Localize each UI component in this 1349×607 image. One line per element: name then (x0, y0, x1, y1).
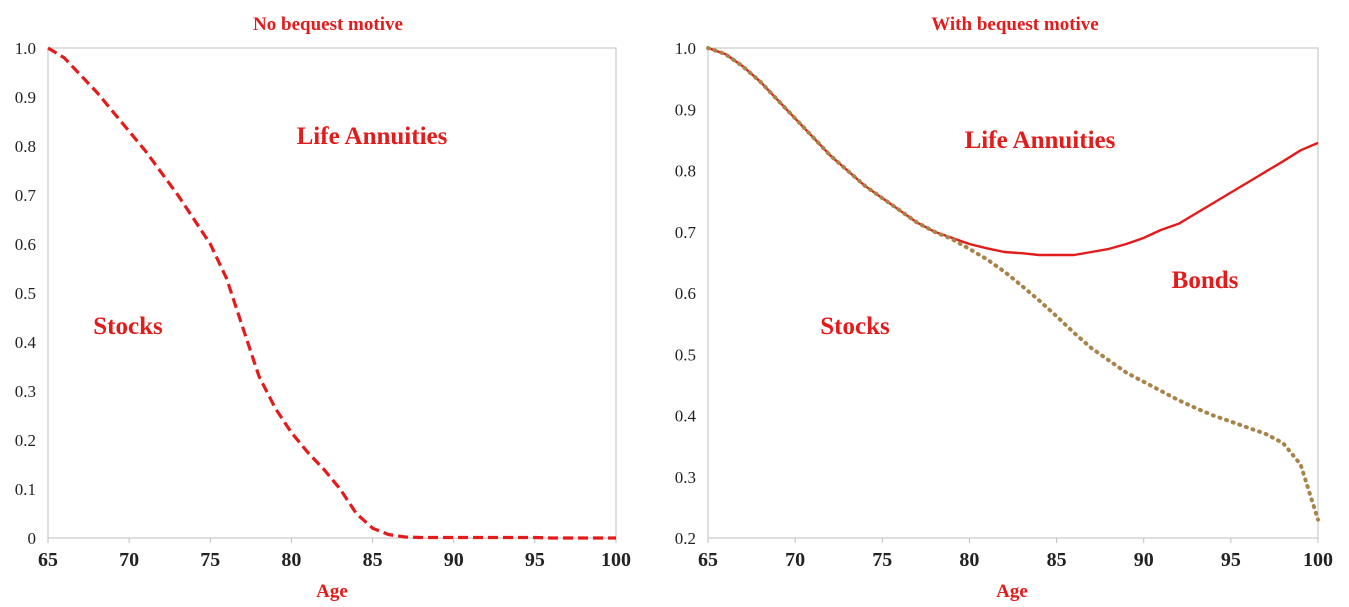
series-layer (47, 46, 616, 540)
y-tick-label: 0.6 (15, 235, 36, 254)
region-label-life-annuities: Life Annuities (297, 123, 448, 150)
x-axis-label: Age (996, 581, 1028, 602)
y-tick-label: 0.8 (15, 137, 36, 156)
region-label-stocks: Stocks (93, 313, 163, 340)
y-tick-label: 0.2 (15, 431, 36, 450)
y-tick-label: 0.1 (15, 480, 36, 499)
series-layer (706, 46, 1320, 522)
y-tick-label: 0.7 (675, 223, 697, 242)
y-tick-label: 1.0 (675, 39, 696, 58)
x-tick-label: 75 (872, 549, 892, 571)
region-label-life-annuities: Life Annuities (965, 127, 1116, 154)
x-axis: 65 70 75 80 85 90 95 100 (698, 538, 1333, 571)
x-tick-label: 95 (1221, 549, 1241, 571)
x-tick-label: 80 (959, 549, 979, 571)
y-tick-label: 0.2 (675, 529, 696, 548)
x-tick-label: 75 (200, 549, 220, 571)
y-tick-label: 0.3 (15, 382, 36, 401)
plot-area (707, 47, 1319, 539)
x-tick-label: 95 (525, 549, 545, 571)
y-tick-label: 0.9 (15, 88, 36, 107)
y-axis: 0 0.1 0.2 0.3 0.4 0.5 0.6 0.7 0.8 0.9 1.0 (15, 39, 37, 548)
y-tick-label: 0.5 (675, 345, 696, 364)
x-tick-label: 90 (1134, 549, 1154, 571)
x-tick-label: 100 (1303, 549, 1333, 571)
region-label-bonds: Bonds (1172, 267, 1239, 294)
series-line-dashed (47, 46, 616, 540)
y-tick-label: 0 (28, 529, 37, 548)
chart-title: No bequest motive (253, 14, 403, 35)
y-axis: 0.2 0.3 0.4 0.5 0.6 0.7 0.8 0.9 1.0 (675, 39, 697, 548)
y-tick-label: 0.4 (15, 333, 37, 352)
plot-area (47, 47, 617, 539)
x-tick-label: 70 (785, 549, 805, 571)
x-tick-label: 85 (363, 549, 383, 571)
chart-panel-no-bequest: No bequest motive 0 0.1 0.2 0.3 0.4 0.5 0.6 0.7… (15, 14, 631, 602)
y-tick-label: 0.7 (15, 186, 37, 205)
region-label-stocks: Stocks (820, 313, 890, 340)
x-tick-label: 85 (1047, 549, 1067, 571)
y-tick-label: 0.4 (675, 407, 697, 426)
x-tick-label: 80 (281, 549, 301, 571)
x-tick-label: 65 (698, 549, 718, 571)
y-tick-label: 1.0 (15, 39, 36, 58)
y-tick-label: 0.5 (15, 284, 36, 303)
chart-title: With bequest motive (931, 14, 1098, 35)
y-tick-label: 0.8 (675, 162, 696, 181)
x-tick-label: 100 (601, 549, 631, 571)
chart-panel-with-bequest: With bequest motive 0.20.30.40.50.60.70.… (675, 14, 1333, 602)
y-tick-label: 0.3 (675, 468, 696, 487)
x-axis: 65 70 75 80 85 90 95 100 (38, 538, 631, 571)
x-tick-label: 65 (38, 549, 58, 571)
x-tick-label: 90 (444, 549, 464, 571)
series-line-dotted (706, 46, 1320, 522)
y-tick-label: 0.9 (675, 100, 696, 119)
x-tick-label: 70 (119, 549, 139, 571)
y-tick-label: 0.6 (675, 284, 696, 303)
x-axis-label: Age (316, 581, 348, 602)
